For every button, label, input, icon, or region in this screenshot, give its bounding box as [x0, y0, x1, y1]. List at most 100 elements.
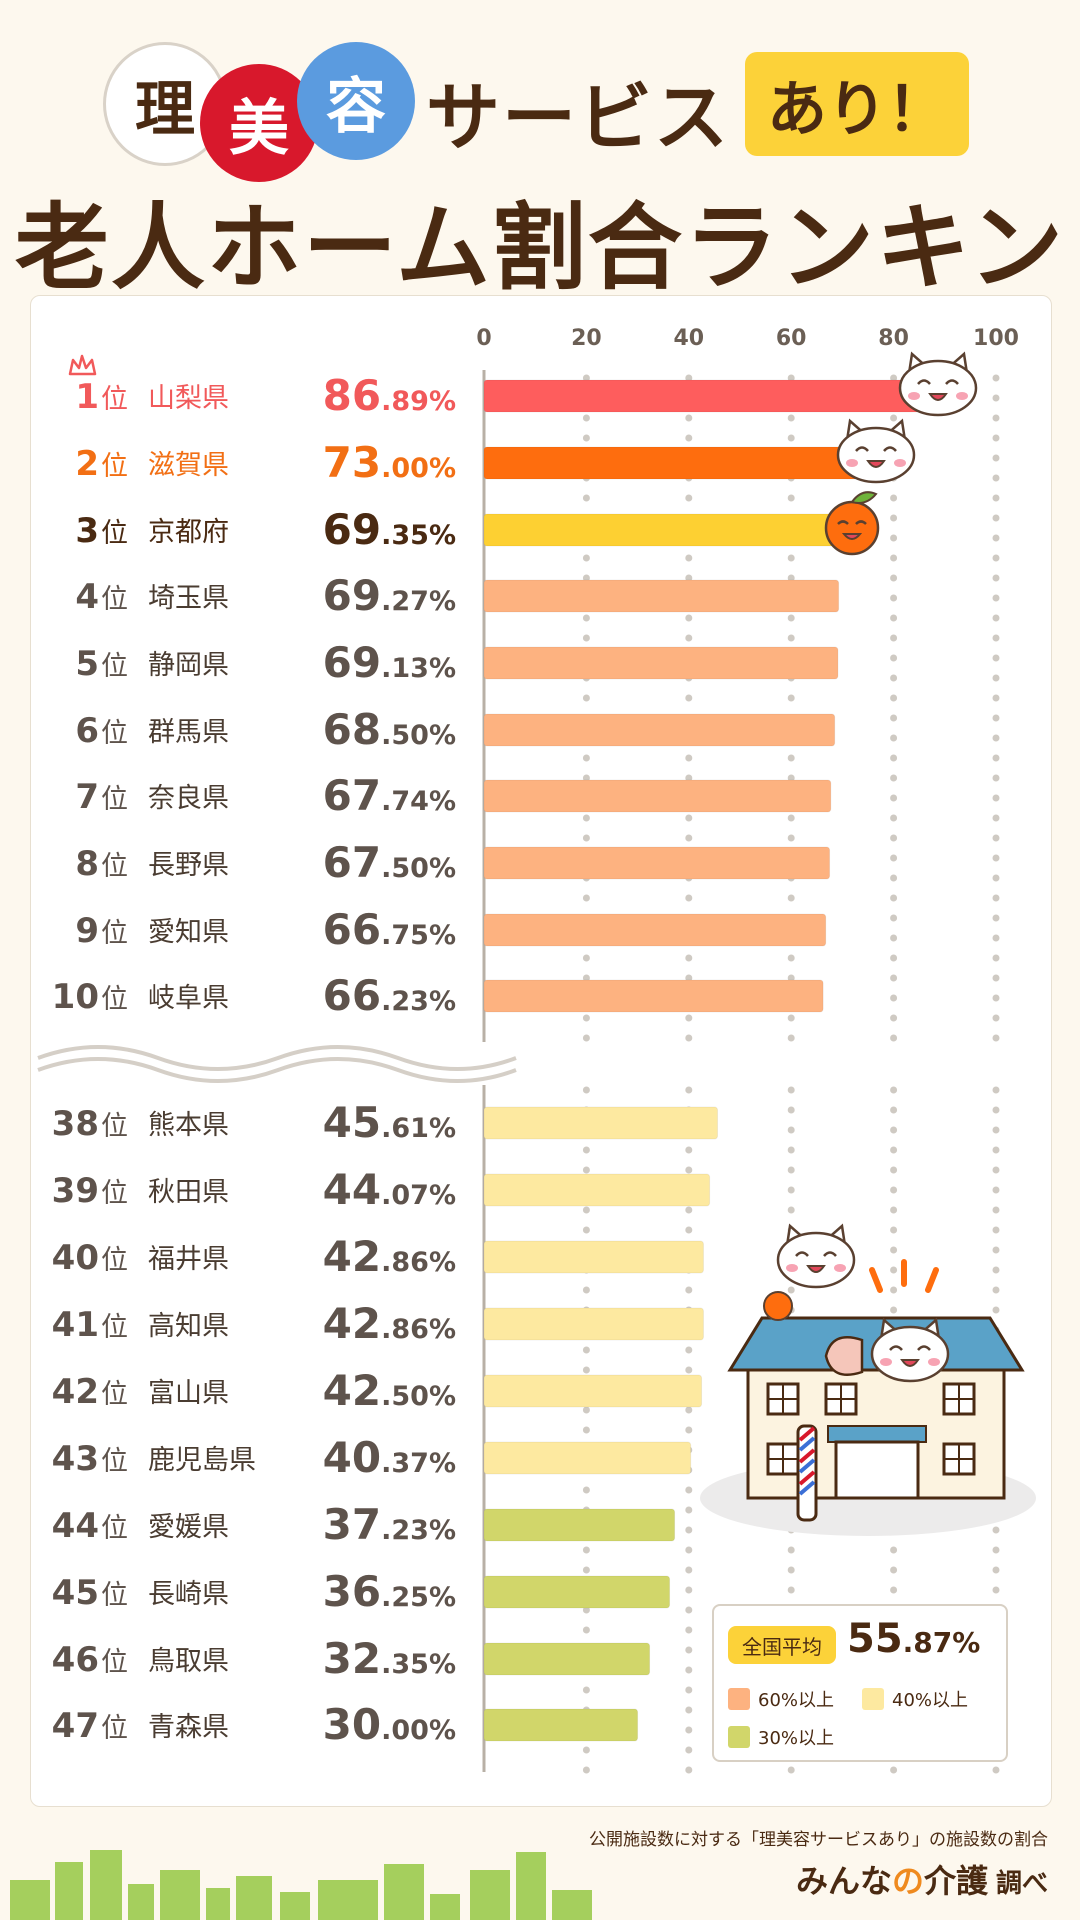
crown-icon — [68, 354, 97, 376]
percent-label: 69.13% — [323, 638, 456, 687]
bar-奈良県 — [483, 779, 832, 813]
percent-label: 37.23% — [323, 1500, 456, 1549]
cat-mascot-icon — [898, 351, 978, 417]
bar-青森県 — [483, 1708, 639, 1742]
shop-window-frame — [944, 1384, 974, 1414]
x-tick-label: 0 — [476, 326, 491, 351]
title-circle-bi: 美 — [200, 64, 318, 182]
orange-body — [824, 500, 880, 556]
percent-label: 42.50% — [323, 1366, 456, 1415]
prefecture-label: 青森県 — [148, 1712, 229, 1743]
brand-logo: みんなの介護 調べ — [796, 1856, 1048, 1902]
percent-label: 67.74% — [323, 771, 456, 820]
axis-break-wave — [37, 1045, 517, 1071]
prefecture-label: 秋田県 — [148, 1177, 229, 1208]
rank-label: 47位 — [52, 1706, 128, 1746]
row-labels: 1位 山梨県 86.89% 2位 滋賀県 73.00% 3位 京都府 69.35% 4位 埼玉県 69… — [52, 371, 456, 1749]
brand-no: の — [891, 1862, 924, 1900]
cat-eyes — [917, 379, 959, 385]
prefecture-label: 滋賀県 — [148, 450, 229, 481]
cat-eyes — [795, 1251, 837, 1257]
national-average-value: 55.87% — [847, 1616, 980, 1662]
prefecture-label: 鳥取県 — [148, 1646, 229, 1677]
legend-item-40: 40%以上 — [862, 1686, 968, 1712]
percent-label: 36.25% — [323, 1567, 456, 1616]
x-tick-label: 100 — [973, 326, 1019, 351]
legend-label: 60%以上 — [758, 1690, 835, 1711]
legend-item-30: 30%以上 — [728, 1724, 834, 1750]
bar-熊本県 — [483, 1106, 719, 1140]
barber-stripe — [798, 1448, 816, 1464]
rank-label: 7位 — [75, 777, 128, 817]
barber-stripe — [798, 1480, 816, 1496]
cat-eyes — [889, 1345, 931, 1351]
cat-cheek — [908, 392, 920, 400]
percent-label: 73.00% — [323, 438, 456, 487]
rank-label: 2位 — [75, 444, 128, 484]
cat-cheek — [880, 1358, 892, 1366]
shop-door — [834, 1440, 920, 1500]
bar-京都府 — [483, 513, 840, 547]
barber-stripe — [798, 1426, 816, 1442]
prefecture-label: 熊本県 — [148, 1110, 229, 1141]
percent-label: 30.00% — [323, 1700, 456, 1749]
rank-label: 9位 — [75, 911, 128, 951]
bar-福井県 — [483, 1240, 704, 1274]
prefecture-label: 奈良県 — [148, 783, 229, 814]
rank-label: 45位 — [52, 1573, 128, 1613]
shop-window-frame — [944, 1444, 974, 1474]
brand-text: みんな — [795, 1862, 892, 1900]
bar-山梨県 — [483, 379, 930, 413]
percent-label: 44.07% — [323, 1165, 456, 1214]
cat-cheek — [786, 1264, 798, 1272]
percent-label: 42.86% — [323, 1232, 456, 1281]
shop-window-frame — [768, 1444, 798, 1474]
rank-label: 43位 — [52, 1439, 128, 1479]
city-skyline-decoration — [10, 1850, 592, 1920]
bar-愛知県 — [483, 913, 827, 947]
percent-label: 32.35% — [323, 1634, 456, 1683]
prefecture-label: 京都府 — [148, 517, 229, 548]
avg-dec: .87% — [902, 1626, 981, 1659]
percent-label: 40.37% — [323, 1433, 456, 1482]
legend-label: 40%以上 — [892, 1690, 969, 1711]
national-average-label: 全国平均 — [728, 1626, 836, 1664]
x-tick-label: 40 — [673, 326, 704, 351]
prefecture-label: 群馬県 — [148, 717, 229, 748]
shop-window-frame — [826, 1384, 856, 1414]
prefecture-label: 愛知県 — [148, 917, 229, 948]
bar-静岡県 — [483, 646, 839, 680]
bar-岐阜県 — [483, 979, 824, 1013]
prefecture-label: 岐阜県 — [148, 983, 229, 1014]
rank-label: 6位 — [75, 711, 128, 751]
percent-label: 69.35% — [323, 505, 456, 554]
bar-高知県 — [483, 1307, 704, 1341]
bar-長野県 — [483, 846, 831, 880]
chart-panel — [30, 295, 1052, 1807]
bar-鹿児島県 — [483, 1441, 692, 1475]
prefecture-label: 長崎県 — [148, 1579, 229, 1610]
cat-face — [776, 1231, 856, 1289]
cat-mascot-icon — [870, 1317, 950, 1383]
barber-stripe — [798, 1436, 816, 1452]
prefecture-label: 富山県 — [148, 1378, 229, 1409]
legend-swatch — [862, 1688, 884, 1710]
cat-cheek — [846, 459, 858, 467]
orange-eyes — [837, 520, 867, 525]
orange-mascot-icon — [824, 491, 880, 556]
rank-label: 10位 — [52, 977, 128, 1017]
legend-swatch — [728, 1726, 750, 1748]
percent-label: 42.86% — [323, 1299, 456, 1348]
cat-eyes — [855, 446, 897, 452]
x-tick-label: 80 — [878, 326, 909, 351]
decorations — [37, 351, 1036, 1536]
avg-int: 55 — [847, 1616, 903, 1662]
rank-label: 1位 — [75, 377, 128, 417]
percent-label: 69.27% — [323, 571, 456, 620]
legend-box: 全国平均 55.87% 60%以上 40%以上 30%以上 — [712, 1604, 1008, 1762]
bar-愛媛県 — [483, 1508, 676, 1542]
bar-滋賀県 — [483, 446, 859, 480]
percent-label: 68.50% — [323, 705, 456, 754]
x-axis-ticks: 0 20 40 60 80 100 — [476, 326, 1019, 351]
